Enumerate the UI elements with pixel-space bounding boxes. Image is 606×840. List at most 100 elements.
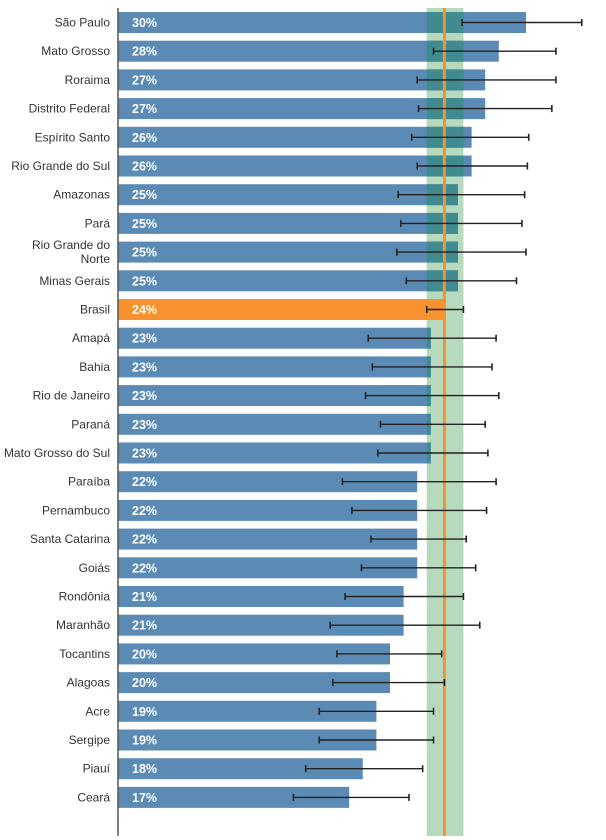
category-label-14: Paraná (71, 417, 110, 431)
bar-13 (118, 385, 431, 407)
error-bar-14 (379, 420, 487, 428)
category-label-8: Rio Grande do Norte (32, 238, 110, 266)
bar-7 (118, 212, 458, 234)
bar-24 (118, 700, 377, 722)
error-bar-2 (416, 76, 557, 84)
category-label-18: Santa Catarina (30, 532, 110, 546)
bar-0 (118, 12, 526, 33)
error-bar-22 (336, 650, 443, 658)
category-label-24: Acre (85, 704, 110, 718)
value-label-21: 21% (132, 619, 157, 633)
error-bar-1 (432, 47, 557, 55)
category-label-6: Amazonas (53, 188, 110, 202)
value-label-22: 20% (132, 647, 157, 661)
error-bar-12 (371, 363, 493, 371)
bar-25 (118, 729, 377, 751)
bar-4 (118, 126, 472, 148)
value-label-18: 22% (132, 533, 157, 547)
error-bar-24 (318, 707, 435, 715)
category-label-20: Rondônia (59, 590, 111, 604)
value-label-6: 25% (132, 188, 157, 202)
bar-23 (118, 672, 390, 694)
value-label-24: 19% (132, 705, 157, 719)
error-bar-9 (405, 277, 518, 285)
value-label-10: 24% (132, 303, 157, 317)
error-bar-8 (395, 248, 527, 256)
error-bars-layer (292, 19, 583, 801)
category-label-10: Brasil (80, 303, 110, 317)
bar-8 (118, 241, 458, 263)
error-bar-25 (318, 736, 435, 744)
bars-layer (118, 12, 526, 808)
value-label-0: 30% (132, 16, 157, 30)
value-label-4: 26% (132, 131, 157, 145)
value-label-14: 23% (132, 418, 157, 432)
category-label-3: Distrito Federal (29, 102, 110, 116)
category-label-23: Alagoas (67, 676, 110, 690)
value-label-8: 25% (132, 246, 157, 260)
bar-10 (118, 299, 445, 320)
error-bar-23 (332, 679, 446, 687)
value-label-26: 18% (132, 762, 157, 776)
category-label-21: Maranhão (56, 618, 110, 632)
category-label-9: Minas Gerais (39, 274, 110, 288)
category-label-7: Pará (85, 216, 111, 230)
error-bar-7 (400, 219, 523, 227)
category-label-27: Ceará (77, 790, 110, 804)
value-label-15: 23% (132, 447, 157, 461)
value-label-25: 19% (132, 734, 157, 748)
value-label-20: 21% (132, 590, 157, 604)
value-label-19: 22% (132, 561, 157, 575)
error-bar-20 (344, 593, 465, 600)
category-label-22: Tocantins (59, 647, 110, 661)
value-label-27: 17% (132, 791, 157, 805)
category-label-1: Mato Grosso (41, 44, 110, 58)
category-label-26: Piauí (83, 762, 111, 776)
value-label-3: 27% (132, 102, 157, 116)
labels-layer: 30% São Paulo 28% Mato Grosso 27% Roraima 27% D… (4, 16, 157, 805)
error-bar-18 (370, 535, 467, 543)
bar-9 (118, 270, 458, 292)
bar-20 (118, 586, 404, 607)
error-bar-10 (425, 306, 465, 313)
bar-6 (118, 184, 458, 206)
bar-3 (118, 98, 486, 120)
bar-16 (118, 471, 418, 493)
error-bar-11 (367, 334, 497, 342)
error-bar-27 (292, 793, 410, 801)
category-label-15: Mato Grosso do Sul (4, 446, 110, 460)
bar-2 (118, 69, 486, 91)
value-label-23: 20% (132, 676, 157, 690)
bar-27 (118, 786, 350, 808)
error-bar-16 (341, 478, 497, 486)
value-label-11: 23% (132, 332, 157, 346)
category-label-2: Roraima (65, 73, 111, 87)
category-label-17: Pernambuco (42, 503, 110, 517)
bar-19 (118, 557, 418, 579)
category-label-25: Sergipe (69, 733, 111, 747)
error-bar-5 (416, 162, 529, 170)
error-bar-26 (304, 765, 424, 773)
category-label-0: São Paulo (55, 16, 111, 30)
bar-14 (118, 413, 431, 435)
category-label-11: Amapá (72, 331, 110, 345)
error-bar-3 (417, 105, 553, 113)
error-bar-13 (364, 392, 500, 400)
category-label-13: Rio de Janeiro (33, 389, 111, 403)
category-label-19: Goiás (79, 561, 110, 575)
category-label-16: Paraíba (68, 475, 110, 489)
error-bar-6 (397, 191, 526, 199)
category-label-4: Espírito Santo (35, 130, 111, 144)
error-bar-4 (410, 133, 530, 141)
category-label-5: Rio Grande do Sul (11, 159, 110, 173)
value-label-9: 25% (132, 274, 157, 288)
bar-18 (118, 528, 418, 550)
bar-15 (118, 442, 431, 464)
error-bar-15 (376, 449, 489, 457)
value-label-1: 28% (132, 45, 157, 59)
error-bar-0 (461, 19, 583, 26)
error-bar-19 (360, 564, 477, 572)
value-label-7: 25% (132, 217, 157, 231)
value-label-16: 22% (132, 475, 157, 489)
